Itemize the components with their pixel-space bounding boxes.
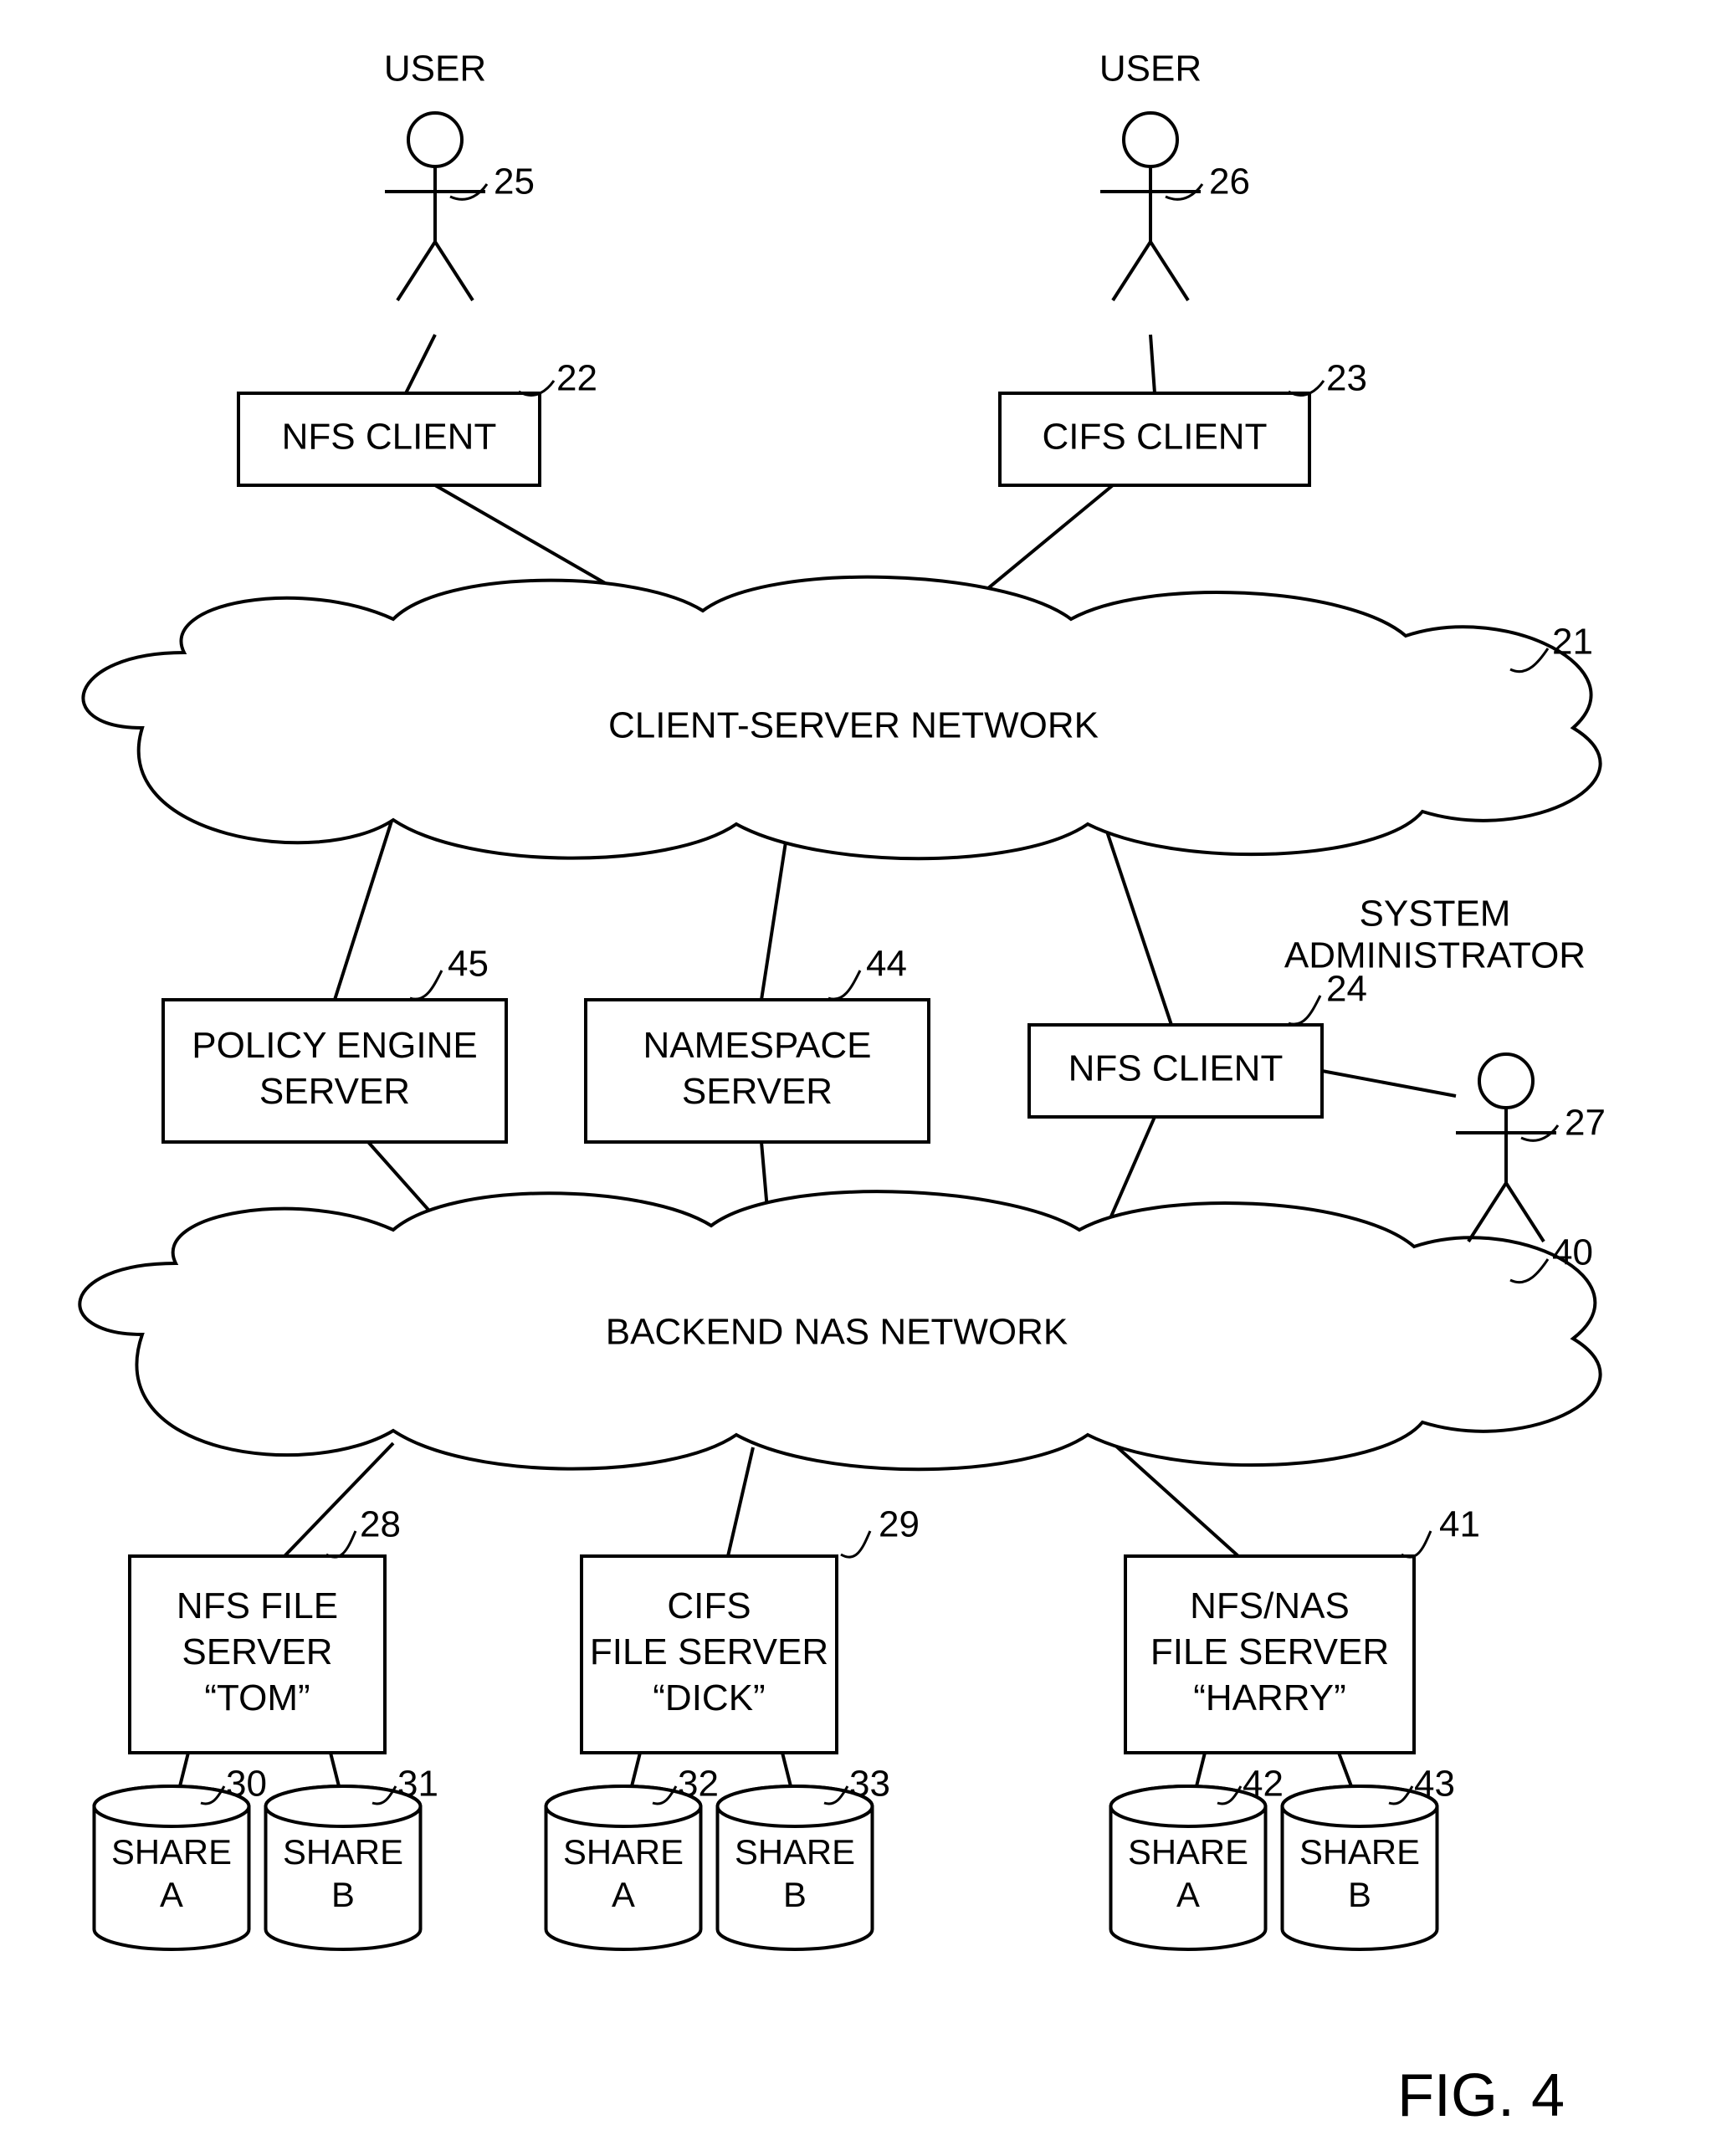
svg-text:SHARE: SHARE	[1299, 1832, 1420, 1872]
nfs-client-left: NFS CLIENT	[238, 393, 540, 485]
edge	[632, 1753, 640, 1786]
sys-admin: SYSTEMADMINISTRATOR	[1284, 894, 1586, 1242]
svg-text:SERVER: SERVER	[259, 1071, 410, 1112]
edge	[761, 837, 787, 1000]
svg-text:B: B	[331, 1875, 355, 1914]
policy-engine: POLICY ENGINE SERVER	[163, 1000, 506, 1142]
svg-text:45: 45	[448, 944, 489, 985]
svg-text:“HARRY”: “HARRY”	[1193, 1677, 1346, 1718]
svg-text:SERVER: SERVER	[682, 1071, 833, 1112]
svg-text:B: B	[1348, 1875, 1371, 1914]
svg-text:SHARE: SHARE	[563, 1832, 684, 1872]
svg-text:23: 23	[1326, 358, 1367, 399]
svg-text:B: B	[783, 1875, 807, 1914]
svg-text:27: 27	[1565, 1103, 1606, 1144]
svg-text:SYSTEM: SYSTEM	[1360, 894, 1511, 935]
svg-text:NFS FILE: NFS FILE	[177, 1585, 338, 1626]
svg-text:NAMESPACE: NAMESPACE	[643, 1025, 871, 1066]
namespace-server: NAMESPACE SERVER	[586, 1000, 929, 1142]
ref-leader	[326, 1531, 356, 1557]
diagram-canvas: CLIENT-SERVER NETWORK BACKEND NAS NETWORK…	[0, 0, 1732, 2156]
svg-text:SHARE: SHARE	[735, 1832, 855, 1872]
nfs-client-admin: NFS CLIENT	[1029, 1025, 1322, 1117]
edge	[1104, 824, 1171, 1025]
share-a-2: SHAREA	[546, 1786, 701, 1949]
svg-text:SERVER: SERVER	[182, 1631, 332, 1672]
svg-text:SHARE: SHARE	[1128, 1832, 1248, 1872]
caption-layer: FIG. 4	[1397, 2062, 1565, 2129]
svg-text:POLICY ENGINE: POLICY ENGINE	[192, 1025, 478, 1066]
svg-text:21: 21	[1552, 622, 1593, 663]
svg-text:FILE SERVER: FILE SERVER	[590, 1631, 828, 1672]
edge	[180, 1753, 188, 1786]
share-a-3: SHAREA	[1111, 1786, 1266, 1949]
edge	[331, 1753, 339, 1786]
shares-layer: SHAREASHAREBSHAREASHAREBSHAREASHAREB	[95, 1786, 1437, 1949]
svg-text:FIG. 4: FIG. 4	[1397, 2062, 1565, 2129]
svg-text:29: 29	[879, 1504, 920, 1545]
share-b-3: SHAREB	[1283, 1786, 1437, 1949]
svg-text:A: A	[1176, 1875, 1200, 1914]
svg-text:33: 33	[849, 1764, 890, 1805]
svg-text:USER: USER	[1099, 49, 1202, 90]
svg-text:NFS/NAS: NFS/NAS	[1190, 1585, 1350, 1626]
svg-text:SHARE: SHARE	[111, 1832, 232, 1872]
client-server-network: CLIENT-SERVER NETWORK	[83, 577, 1600, 859]
svg-text:28: 28	[360, 1504, 401, 1545]
svg-text:CIFS: CIFS	[667, 1585, 751, 1626]
svg-text:40: 40	[1552, 1232, 1593, 1273]
user-left: USER	[384, 49, 486, 300]
svg-text:NFS CLIENT: NFS CLIENT	[282, 417, 497, 458]
ref-leader	[841, 1531, 870, 1557]
svg-text:44: 44	[866, 944, 907, 985]
svg-text:25: 25	[494, 161, 535, 202]
svg-text:NFS CLIENT: NFS CLIENT	[1068, 1048, 1284, 1089]
nfsnas-file-server: NFS/NAS FILE SERVER “HARRY”	[1125, 1556, 1414, 1753]
ref-leader	[410, 970, 442, 999]
svg-text:26: 26	[1209, 161, 1250, 202]
svg-text:“TOM”: “TOM”	[204, 1677, 310, 1718]
svg-text:A: A	[612, 1875, 635, 1914]
svg-text:CLIENT-SERVER NETWORK: CLIENT-SERVER NETWORK	[608, 705, 1099, 746]
edge	[1197, 1753, 1205, 1786]
user-right: USER	[1099, 49, 1202, 300]
ref-leader	[828, 970, 860, 999]
svg-text:43: 43	[1414, 1764, 1455, 1805]
edge	[406, 335, 435, 393]
edge	[782, 1753, 791, 1786]
svg-text:SHARE: SHARE	[283, 1832, 403, 1872]
cifs-file-server: CIFS FILE SERVER “DICK”	[582, 1556, 837, 1753]
svg-text:FILE SERVER: FILE SERVER	[1150, 1631, 1389, 1672]
svg-text:32: 32	[678, 1764, 719, 1805]
edge	[335, 816, 393, 1000]
edge	[1150, 335, 1155, 393]
nfs-file-server: NFS FILE SERVER “TOM”	[130, 1556, 385, 1753]
svg-text:BACKEND NAS NETWORK: BACKEND NAS NETWORK	[606, 1312, 1068, 1353]
ref-leader	[1289, 996, 1320, 1024]
svg-text:31: 31	[397, 1764, 438, 1805]
backend-nas-network: BACKEND NAS NETWORK	[79, 1191, 1600, 1469]
svg-text:“DICK”: “DICK”	[653, 1677, 765, 1718]
edge	[1339, 1753, 1351, 1786]
share-b-2: SHAREB	[718, 1786, 873, 1949]
cifs-client: CIFS CLIENT	[1000, 393, 1309, 485]
ref-leader	[1401, 1531, 1431, 1557]
svg-text:CIFS CLIENT: CIFS CLIENT	[1043, 417, 1268, 458]
svg-text:24: 24	[1326, 969, 1367, 1010]
svg-text:USER: USER	[384, 49, 486, 90]
edge	[1322, 1071, 1456, 1096]
svg-text:A: A	[160, 1875, 183, 1914]
share-a-1: SHAREA	[95, 1786, 249, 1949]
svg-text:30: 30	[226, 1764, 267, 1805]
edge	[728, 1447, 753, 1556]
share-b-1: SHAREB	[266, 1786, 421, 1949]
svg-text:41: 41	[1439, 1504, 1480, 1545]
svg-text:22: 22	[556, 358, 597, 399]
svg-text:42: 42	[1243, 1764, 1284, 1805]
